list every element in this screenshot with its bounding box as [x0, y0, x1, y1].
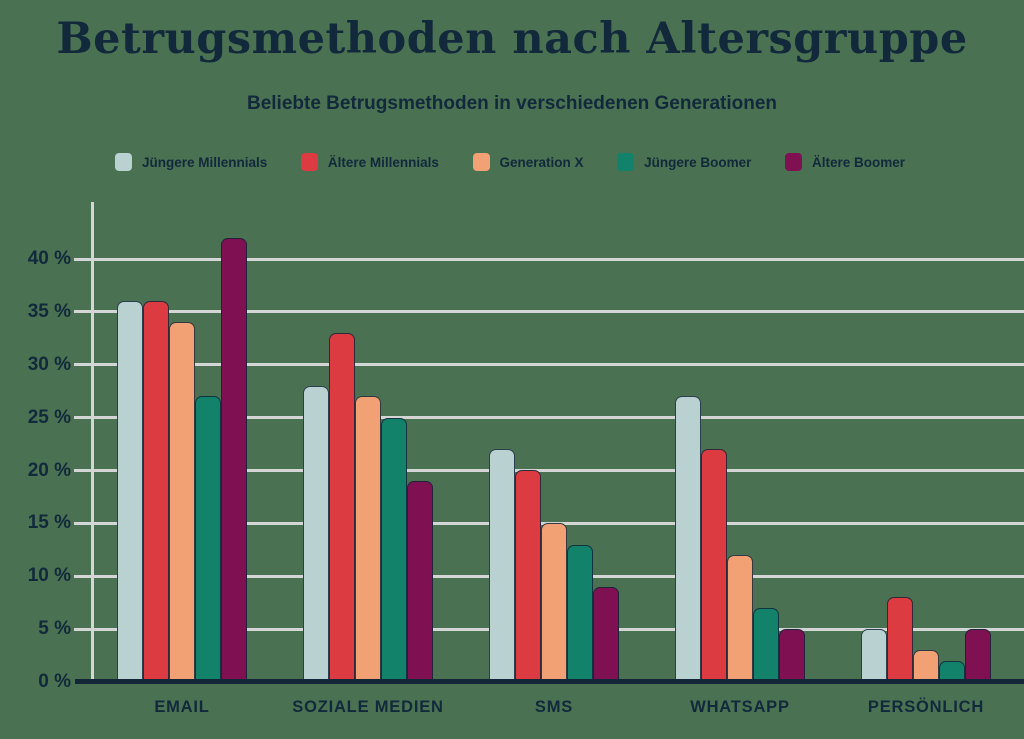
bar: [939, 661, 965, 682]
legend-label: Ältere Millennials: [327, 154, 439, 170]
x-category-label: SOZIALE MEDIEN: [292, 698, 444, 716]
bar: [407, 481, 433, 682]
x-category-label: PERSÖNLICH: [867, 698, 985, 716]
legend-swatch-icon: [300, 153, 318, 171]
x-category-label: WHATSAPP: [690, 698, 790, 716]
bar: [861, 629, 887, 682]
legend-label: Jüngere Millennials: [142, 154, 268, 170]
legend-label: Generation X: [499, 154, 584, 170]
legend-item: Jüngere Millennials: [115, 153, 267, 171]
y-tick-label: 20 %: [27, 459, 71, 481]
bar: [303, 386, 329, 682]
bar: [221, 238, 247, 682]
bar: [887, 597, 913, 682]
gridline: [74, 257, 1024, 261]
y-tick-label: 10 %: [27, 565, 71, 587]
legend-item: Generation X: [472, 153, 584, 171]
y-tick-label: 30 %: [27, 353, 71, 375]
legend-swatch-icon: [115, 153, 132, 171]
y-tick-label: 15 %: [27, 512, 71, 534]
plot-area: [74, 202, 1024, 684]
legend-item: Jüngere Boomer: [617, 153, 751, 171]
gridline: [74, 310, 1024, 314]
bar: [355, 396, 381, 682]
bar: [779, 629, 805, 682]
bar: [727, 555, 753, 682]
legend-item: Ältere Millennials: [300, 153, 439, 171]
bar: [515, 470, 541, 682]
x-category-label: EMAIL: [154, 698, 210, 716]
bar: [567, 545, 593, 682]
bar: [593, 587, 619, 682]
bar: [169, 322, 195, 682]
bar: [489, 449, 515, 682]
x-category-label: SMS: [534, 698, 574, 716]
y-tick-label: 35 %: [27, 300, 71, 322]
bar: [541, 523, 567, 682]
x-axis-baseline: [75, 679, 1024, 684]
bar: [965, 629, 991, 682]
gridline: [74, 363, 1024, 367]
legend-label: Ältere Boomer: [811, 154, 905, 170]
legend-label: Jüngere Boomer: [644, 154, 752, 170]
bar: [329, 333, 355, 682]
y-tick-label: 0 %: [38, 671, 71, 692]
y-tick-label: 5 %: [38, 618, 71, 640]
legend-item: Ältere Boomer: [784, 153, 905, 171]
chart-legend: Jüngere Millennials Ältere Millennials Gen…: [115, 153, 905, 171]
legend-swatch-icon: [784, 153, 802, 171]
gridline: [74, 416, 1024, 420]
y-tick-label: 40 %: [27, 248, 71, 269]
bar: [117, 301, 143, 682]
bar: [195, 396, 221, 682]
bar: [913, 650, 939, 682]
bar: [381, 418, 407, 682]
chart-title: Betrugsmethoden nach Altersgruppe: [56, 14, 968, 64]
y-axis-line: [91, 202, 94, 682]
x-axis-labels: EMAIL SOZIALE MEDIEN SMS WHATSAPP PERSÖNLICH: [91, 698, 1024, 728]
bar: [675, 396, 701, 682]
bar: [753, 608, 779, 682]
gridline: [74, 469, 1024, 472]
bar: [143, 301, 169, 682]
y-tick-label: 25 %: [27, 406, 71, 428]
chart-subtitle: Beliebte Betrugsmethoden in verschiedene…: [246, 93, 777, 114]
legend-swatch-icon: [617, 153, 635, 171]
y-axis-labels: 40 % 35 % 30 % 25 % 20 % 15 % 10 % 5 % 0 %: [0, 202, 71, 692]
legend-swatch-icon: [472, 153, 490, 171]
bar: [701, 449, 727, 682]
